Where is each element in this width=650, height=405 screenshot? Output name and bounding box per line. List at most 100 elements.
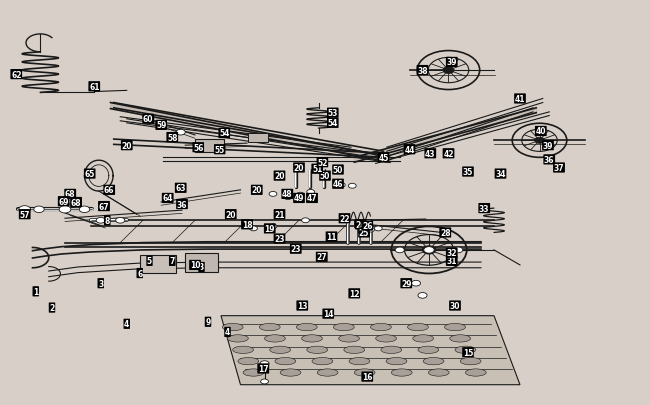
FancyBboxPatch shape xyxy=(248,134,268,143)
Text: 32: 32 xyxy=(447,249,457,258)
Text: 54: 54 xyxy=(328,119,338,128)
Ellipse shape xyxy=(227,335,248,342)
Text: 23: 23 xyxy=(291,245,301,254)
Text: 20: 20 xyxy=(274,172,285,181)
Circle shape xyxy=(269,192,277,197)
Text: 68: 68 xyxy=(71,198,81,207)
Text: 38: 38 xyxy=(417,66,428,75)
Ellipse shape xyxy=(302,335,322,342)
Circle shape xyxy=(443,67,454,75)
Ellipse shape xyxy=(265,335,285,342)
Text: 31: 31 xyxy=(447,257,457,266)
Circle shape xyxy=(269,224,277,229)
Circle shape xyxy=(145,116,154,122)
Circle shape xyxy=(454,247,463,253)
Circle shape xyxy=(116,218,125,224)
FancyBboxPatch shape xyxy=(354,220,370,228)
Text: 46: 46 xyxy=(333,180,343,189)
Text: 39: 39 xyxy=(447,58,457,67)
Circle shape xyxy=(411,281,421,286)
Circle shape xyxy=(261,379,268,384)
Ellipse shape xyxy=(238,358,259,365)
Circle shape xyxy=(422,246,436,254)
Text: 19: 19 xyxy=(265,224,275,233)
Text: 4: 4 xyxy=(225,328,230,337)
Text: 47: 47 xyxy=(307,194,317,203)
Circle shape xyxy=(348,184,356,189)
Circle shape xyxy=(72,202,81,208)
Ellipse shape xyxy=(381,346,402,354)
Text: 45: 45 xyxy=(378,153,389,162)
Ellipse shape xyxy=(233,346,254,354)
Text: 7: 7 xyxy=(170,257,175,266)
Ellipse shape xyxy=(307,346,328,354)
Circle shape xyxy=(307,190,315,195)
Text: 20: 20 xyxy=(252,186,262,195)
Text: 63: 63 xyxy=(176,184,186,193)
FancyBboxPatch shape xyxy=(140,255,176,273)
Text: 59: 59 xyxy=(156,121,166,130)
Text: 16: 16 xyxy=(362,372,372,381)
Ellipse shape xyxy=(312,358,333,365)
Text: 18: 18 xyxy=(242,220,252,229)
Text: 30: 30 xyxy=(450,301,460,310)
Circle shape xyxy=(34,207,44,213)
Text: 27: 27 xyxy=(317,253,327,262)
Text: 36: 36 xyxy=(177,200,187,209)
Ellipse shape xyxy=(408,324,428,331)
Text: 56: 56 xyxy=(193,143,203,152)
Circle shape xyxy=(176,130,185,136)
Text: 11: 11 xyxy=(326,232,337,241)
Text: 20: 20 xyxy=(294,164,304,173)
Text: 3: 3 xyxy=(199,263,204,272)
Text: 34: 34 xyxy=(495,170,506,179)
FancyBboxPatch shape xyxy=(185,253,218,273)
Text: 15: 15 xyxy=(463,348,473,357)
Ellipse shape xyxy=(243,369,264,376)
Circle shape xyxy=(321,174,329,179)
Text: 67: 67 xyxy=(99,202,109,211)
Text: 24: 24 xyxy=(356,220,366,229)
Text: 62: 62 xyxy=(11,70,21,79)
Text: 58: 58 xyxy=(167,133,177,142)
FancyBboxPatch shape xyxy=(195,140,224,153)
Text: 23: 23 xyxy=(274,234,285,243)
Text: 57: 57 xyxy=(20,210,30,219)
Text: 20: 20 xyxy=(226,210,236,219)
Ellipse shape xyxy=(259,324,280,331)
Ellipse shape xyxy=(275,358,296,365)
Circle shape xyxy=(302,218,309,223)
Ellipse shape xyxy=(391,369,412,376)
Circle shape xyxy=(367,228,374,232)
Text: 55: 55 xyxy=(214,145,225,154)
Text: 13: 13 xyxy=(297,301,307,310)
Text: 69: 69 xyxy=(58,197,69,206)
Text: 65: 65 xyxy=(84,170,95,179)
Text: 64: 64 xyxy=(162,194,173,203)
Text: 2: 2 xyxy=(49,303,55,312)
Circle shape xyxy=(358,229,367,234)
Text: 41: 41 xyxy=(515,95,525,104)
Text: 43: 43 xyxy=(425,149,436,158)
Text: 9: 9 xyxy=(205,318,211,326)
Ellipse shape xyxy=(296,324,317,331)
Ellipse shape xyxy=(445,324,465,331)
Ellipse shape xyxy=(376,335,396,342)
Circle shape xyxy=(395,247,404,253)
Ellipse shape xyxy=(455,346,476,354)
Ellipse shape xyxy=(450,335,471,342)
Ellipse shape xyxy=(354,369,375,376)
Ellipse shape xyxy=(460,358,481,365)
Text: 3: 3 xyxy=(98,279,103,288)
Ellipse shape xyxy=(280,369,301,376)
Circle shape xyxy=(296,193,304,198)
Text: 4: 4 xyxy=(124,320,129,328)
Circle shape xyxy=(284,195,292,200)
Circle shape xyxy=(534,138,545,144)
Ellipse shape xyxy=(222,324,243,331)
Text: 21: 21 xyxy=(274,210,285,219)
Text: 25: 25 xyxy=(359,228,369,237)
Text: 53: 53 xyxy=(328,109,338,118)
Circle shape xyxy=(19,206,31,213)
Text: 22: 22 xyxy=(339,214,350,223)
